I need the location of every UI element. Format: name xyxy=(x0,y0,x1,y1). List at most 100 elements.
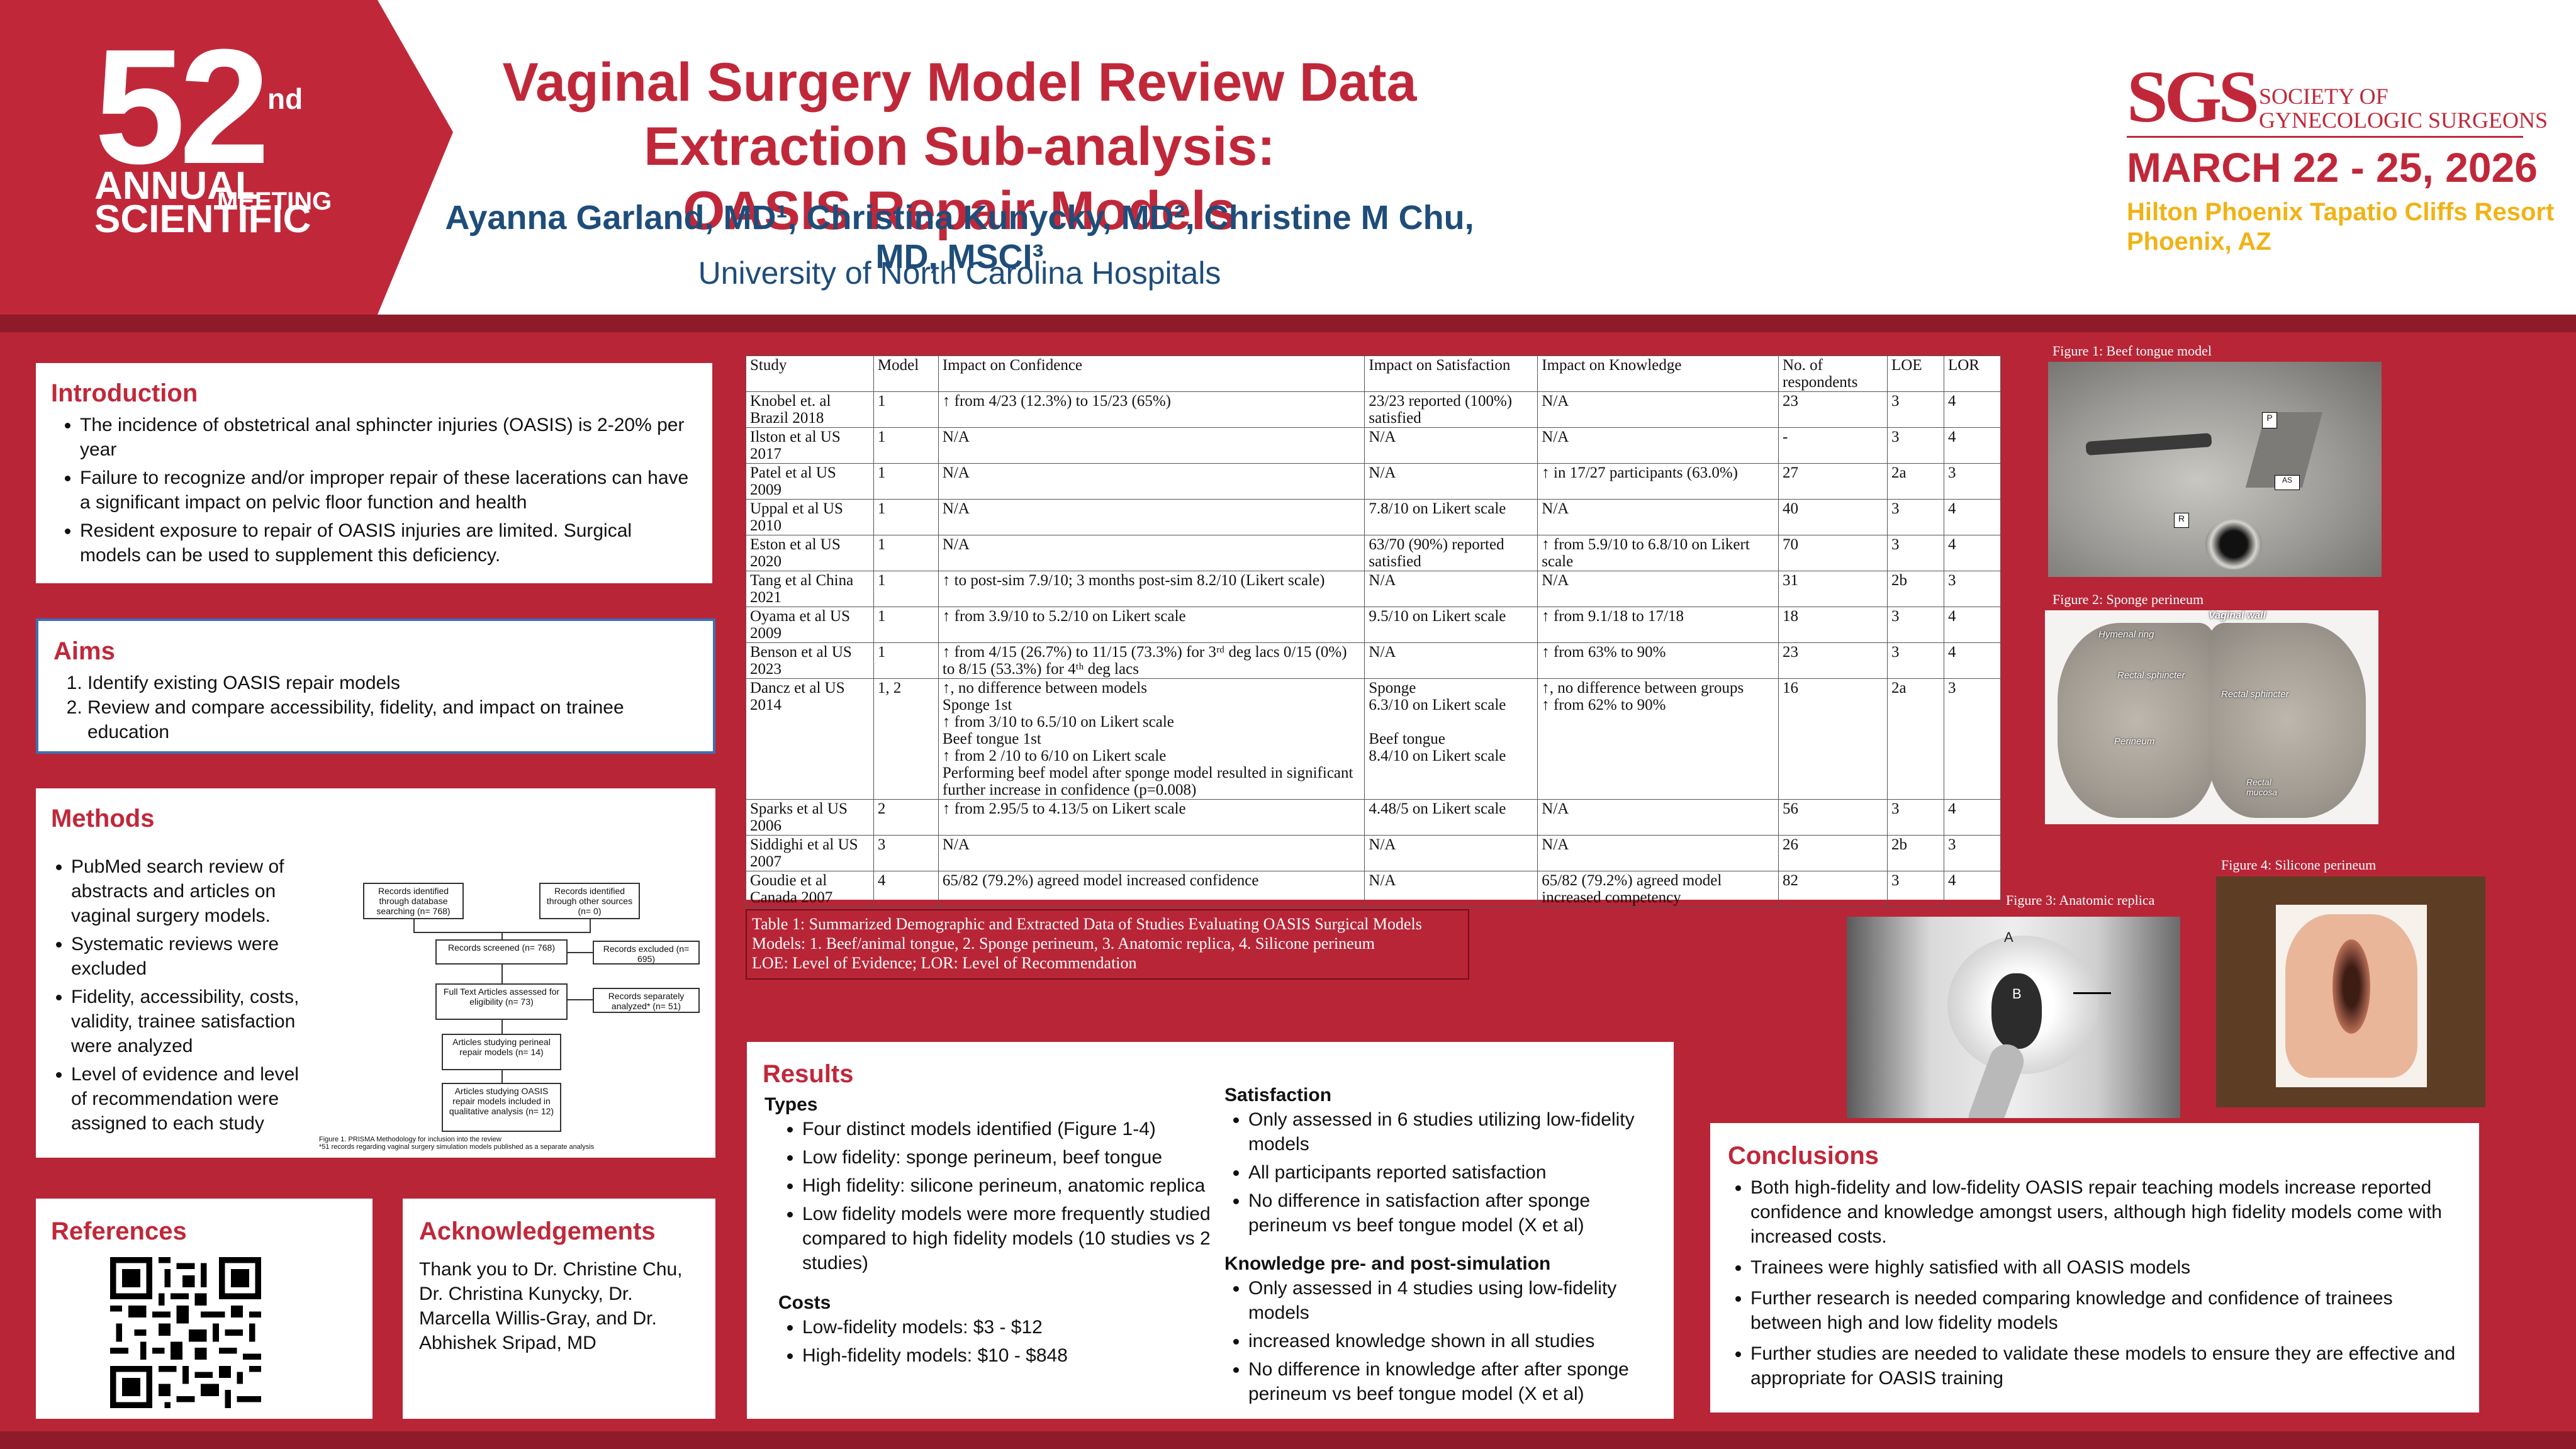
table-cell: 27 xyxy=(1778,463,1888,500)
table-cell: 70 xyxy=(1778,535,1888,571)
table-cell: N/A xyxy=(1364,427,1538,464)
society-name-1: SOCIETY OF xyxy=(2259,84,2388,109)
list-item: High-fidelity models: $10 - $848 xyxy=(802,1343,1230,1368)
table-caption: Table 1: Summarized Demographic and Extr… xyxy=(746,909,1469,980)
table-body: Knobel et. al Brazil 2018 1 ↑ from 4/23 (1… xyxy=(746,391,2002,907)
acknowledgements-text: Thank you to Dr. Christine Chu, Dr. Chri… xyxy=(419,1259,683,1353)
table-cell: N/A xyxy=(1537,499,1779,535)
table-cell: 4 xyxy=(1943,642,2002,679)
list-item: Level of evidence and level of recommend… xyxy=(71,1062,319,1136)
table-cell: 4 xyxy=(1943,499,2002,535)
table-cell: 1 xyxy=(873,607,939,643)
table-cell: N/A xyxy=(938,835,1365,871)
figure-1-label: Figure 1: Beef tongue model xyxy=(2052,343,2212,359)
table-cell: ↑ from 3.9/10 to 5.2/10 on Likert scale xyxy=(938,607,1365,643)
meeting-city: Phoenix, AZ xyxy=(2127,228,2271,255)
studies-table-container: Study Model Impact on Confidence Impact on … xyxy=(746,355,2002,907)
prisma-connector xyxy=(501,1070,503,1083)
prisma-connector xyxy=(501,932,503,939)
table-cell: 16 xyxy=(1778,678,1888,800)
prisma-connector xyxy=(590,919,591,932)
table-cell: N/A xyxy=(1537,427,1779,464)
figure-2-tag: Vaginal wall xyxy=(2209,610,2266,621)
table-cell: ↑ from 2.95/5 to 4.13/5 on Likert scale xyxy=(938,799,1365,836)
table-cell: 4 xyxy=(1943,607,2002,643)
figure-2-tag: Hymenal ring xyxy=(2098,629,2154,640)
methods-panel: Methods PubMed search review of abstract… xyxy=(36,788,715,1158)
silicone-opening-shape xyxy=(2332,939,2370,1034)
badge-scientific: SCIENTIFIC xyxy=(94,198,311,241)
prisma-box-eligibility: Full Text Articles assessed for eligibil… xyxy=(435,983,568,1020)
authors: Ayanna Garland, MD¹, Christina Kunycky, … xyxy=(445,199,1474,276)
society-name-2: GYNECOLOGIC SURGEONS xyxy=(2259,108,2548,133)
badge-suffix: nd xyxy=(267,82,303,115)
figure-2-tag: Rectal mucosa xyxy=(2246,777,2278,797)
badge-number: 52 xyxy=(94,16,270,198)
table-cell: N/A xyxy=(938,535,1365,571)
arrow-icon xyxy=(2073,992,2111,994)
results-panel: Results Types Four distinct models ident… xyxy=(747,1042,1674,1419)
table-cell: 9.5/10 on Likert scale xyxy=(1364,607,1538,643)
list-item: Review and compare accessibility, fideli… xyxy=(87,695,698,744)
table-cell: 1, 2 xyxy=(873,678,939,800)
list-item: Fidelity, accessibility, costs, validity… xyxy=(71,985,319,1058)
prisma-connector xyxy=(568,999,593,1000)
table-cell: Benson et al US 2023 xyxy=(746,642,874,679)
list-item: The incidence of obstetrical anal sphinc… xyxy=(80,413,697,462)
title-line-2: OASIS Repair Models xyxy=(683,181,1236,241)
table-header-cell: LOR xyxy=(1943,355,2002,392)
meeting-dates: MARCH 22 - 25, 2026 xyxy=(2127,144,2538,191)
table-cell: 1 xyxy=(873,391,939,428)
table-cell: N/A xyxy=(938,499,1365,535)
meeting-venue: Hilton Phoenix Tapatio Cliffs Resort xyxy=(2127,198,2555,226)
table-cell: Tang et al China 2021 xyxy=(746,571,874,607)
table-cell: Eston et al US 2020 xyxy=(746,535,874,571)
logo-divider xyxy=(2127,136,2523,138)
introduction-heading: Introduction xyxy=(51,379,198,407)
table-row: Eston et al US 2020 1 N/A 63/70 (90%) repor… xyxy=(746,535,2002,571)
figure-1-tag: P xyxy=(2262,412,2277,428)
list-item: Low fidelity: sponge perineum, beef tong… xyxy=(802,1145,1230,1170)
table-cell: ↑ from 5.9/10 to 6.8/10 on Likert scale xyxy=(1537,535,1779,571)
figure-4-label: Figure 4: Silicone perineum xyxy=(2221,857,2377,873)
figure-2-tag: Perineum xyxy=(2114,736,2155,747)
figure-3-anatomic-replica-photo: A B xyxy=(1847,917,2180,1118)
table-cell: - xyxy=(1778,427,1888,464)
table-cell: N/A xyxy=(1364,835,1538,871)
table-cell: N/A xyxy=(1364,642,1538,679)
table-cell: 4 xyxy=(1943,799,2002,836)
table-cell: ↑ to post-sim 7.9/10; 3 months post-sim … xyxy=(938,571,1365,607)
list-item: Identify existing OASIS repair models xyxy=(87,671,698,695)
qr-code-icon[interactable] xyxy=(110,1257,261,1408)
table-cell: 40 xyxy=(1778,499,1888,535)
table-cell: 3 xyxy=(1887,427,1944,464)
table-header-cell: LOE xyxy=(1887,355,1944,392)
table-cell: N/A xyxy=(938,427,1365,464)
conclusions-panel: Conclusions Both high-fidelity and low-f… xyxy=(1710,1123,2479,1413)
prisma-connector xyxy=(501,1020,503,1034)
table-row: Benson et al US 2023 1 ↑ from 4/15 (26.7%)… xyxy=(746,642,2002,679)
table-cell: ↑ from 63% to 90% xyxy=(1537,642,1779,679)
table-cell: 23 xyxy=(1778,642,1888,679)
table-header-cell: Impact on Knowledge xyxy=(1537,355,1779,392)
list-item: Only assessed in 6 studies utilizing low… xyxy=(1248,1107,1659,1156)
table-header-cell: Study xyxy=(746,355,874,392)
list-item: Low fidelity models were more frequently… xyxy=(802,1202,1230,1275)
studies-table: Study Model Impact on Confidence Impact on … xyxy=(746,355,2002,907)
table-cell: Uppal et al US 2010 xyxy=(746,499,874,535)
prisma-box-identified: Records identified through database sear… xyxy=(363,883,464,919)
replica-opening-shape xyxy=(1991,973,2042,1049)
table-cell: Dancz et al US 2014 xyxy=(746,678,874,800)
table-cell: 3 xyxy=(1887,871,1944,907)
list-item: No difference in satisfaction after spon… xyxy=(1248,1189,1659,1238)
table-cell: 3 xyxy=(1887,391,1944,428)
table-cell: 1 xyxy=(873,642,939,679)
table-cell: N/A xyxy=(1537,391,1779,428)
table-cell: 2b xyxy=(1887,571,1944,607)
table-caption-line-3: LOE: Level of Evidence; LOR: Level of Re… xyxy=(752,954,1137,972)
table-cell: 3 xyxy=(1943,678,2002,800)
table-cell: 7.8/10 on Likert scale xyxy=(1364,499,1538,535)
list-item: Systematic reviews were excluded xyxy=(71,932,319,981)
aims-panel: Aims Identify existing OASIS repair mode… xyxy=(36,618,715,754)
acknowledgements-panel: Acknowledgements Thank you to Dr. Christ… xyxy=(403,1199,715,1419)
